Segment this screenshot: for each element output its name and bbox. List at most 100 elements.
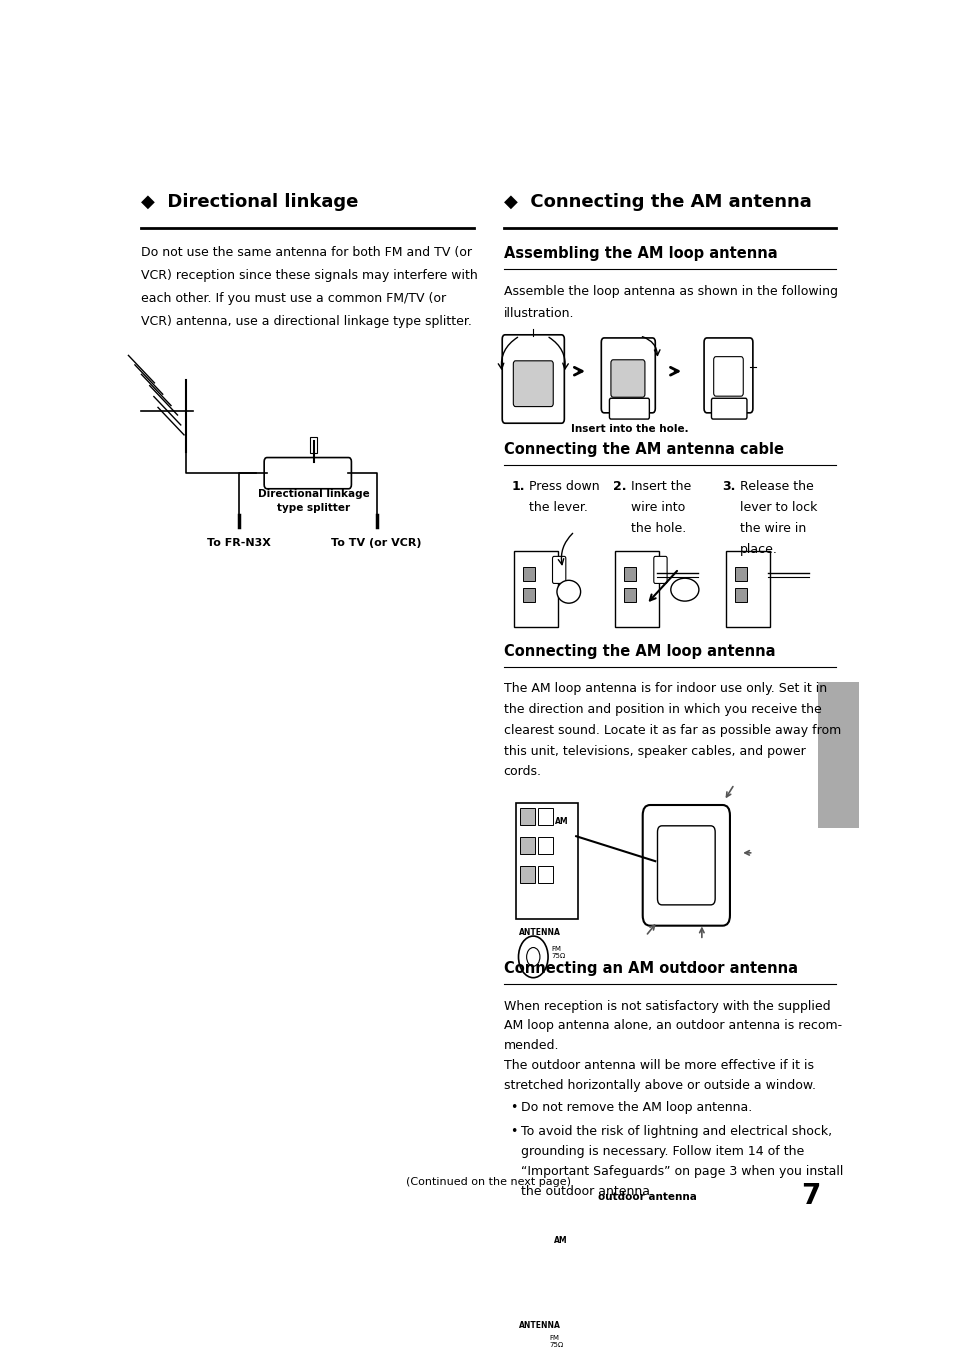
Text: AM: AM [555,817,569,827]
Text: AM: AM [554,1236,567,1244]
Text: Do not use the same antenna for both FM and TV (or: Do not use the same antenna for both FM … [141,246,472,259]
FancyBboxPatch shape [711,399,746,419]
Circle shape [519,1327,546,1351]
FancyBboxPatch shape [310,436,317,454]
Text: To avoid the risk of lightning and electrical shock,: To avoid the risk of lightning and elect… [521,1125,832,1139]
FancyBboxPatch shape [537,866,552,884]
FancyBboxPatch shape [536,1227,549,1242]
FancyBboxPatch shape [623,588,636,603]
FancyBboxPatch shape [264,458,351,489]
FancyBboxPatch shape [817,682,858,828]
Text: When reception is not satisfactory with the supplied: When reception is not satisfactory with … [503,1000,829,1012]
Ellipse shape [557,581,580,603]
FancyBboxPatch shape [703,338,752,413]
FancyBboxPatch shape [610,359,644,397]
Text: grounding is necessary. Follow item 14 of the: grounding is necessary. Follow item 14 o… [521,1146,804,1158]
Text: •: • [509,1125,517,1139]
FancyBboxPatch shape [519,808,535,824]
FancyBboxPatch shape [600,338,655,413]
FancyBboxPatch shape [537,838,552,854]
FancyBboxPatch shape [519,1279,533,1294]
FancyBboxPatch shape [609,399,649,419]
Text: outdoor antenna: outdoor antenna [598,1193,697,1202]
FancyBboxPatch shape [513,361,553,407]
Text: lever to lock: lever to lock [739,501,816,515]
Text: •: • [509,1101,517,1115]
Text: this unit, televisions, speaker cables, and power: this unit, televisions, speaker cables, … [503,744,804,758]
Text: the wire in: the wire in [739,521,805,535]
Circle shape [526,947,539,966]
Text: VCR) reception since these signals may interfere with: VCR) reception since these signals may i… [141,269,477,282]
FancyBboxPatch shape [537,808,552,824]
FancyBboxPatch shape [735,588,746,603]
Text: To FR-N3X: To FR-N3X [207,538,271,547]
Text: Assemble the loop antenna as shown in the following: Assemble the loop antenna as shown in th… [503,285,837,297]
Text: stretched horizontally above or outside a window.: stretched horizontally above or outside … [503,1078,815,1092]
FancyBboxPatch shape [753,1239,793,1300]
Text: 7: 7 [800,1182,820,1209]
FancyBboxPatch shape [519,1254,533,1269]
Text: Connecting the AM loop antenna: Connecting the AM loop antenna [503,644,775,659]
Text: wire into: wire into [630,501,684,515]
FancyBboxPatch shape [642,805,729,925]
Text: 1.: 1. [511,481,524,493]
FancyBboxPatch shape [522,567,535,581]
FancyBboxPatch shape [744,1220,801,1320]
FancyBboxPatch shape [536,1254,549,1269]
Text: FM
75Ω: FM 75Ω [551,946,565,959]
Text: Connecting the AM antenna cable: Connecting the AM antenna cable [503,442,783,457]
Text: Press down: Press down [528,481,598,493]
Text: the hole.: the hole. [630,521,685,535]
Text: the direction and position in which you receive the: the direction and position in which you … [503,703,821,716]
Text: illustration.: illustration. [503,307,574,320]
Text: The AM loop antenna is for indoor use only. Set it in: The AM loop antenna is for indoor use on… [503,682,826,696]
Text: AM loop antenna alone, an outdoor antenna is recom-: AM loop antenna alone, an outdoor antenn… [503,1019,841,1032]
FancyBboxPatch shape [519,866,535,884]
Text: type splitter: type splitter [276,504,350,513]
Circle shape [527,1336,538,1351]
Text: cords.: cords. [503,766,541,778]
FancyBboxPatch shape [522,588,535,603]
FancyBboxPatch shape [515,1247,577,1313]
FancyBboxPatch shape [725,551,769,627]
Text: Directional linkage: Directional linkage [257,489,369,499]
FancyBboxPatch shape [519,838,535,854]
Text: VCR) antenna, use a directional linkage type splitter.: VCR) antenna, use a directional linkage … [141,315,472,328]
FancyBboxPatch shape [519,1227,533,1242]
Text: Insert into the hole.: Insert into the hole. [570,424,687,434]
Text: (Continued on the next page): (Continued on the next page) [406,1178,571,1188]
Text: ANTENNA: ANTENNA [518,928,559,936]
Text: Insert the: Insert the [630,481,690,493]
Text: clearest sound. Locate it as far as possible away from: clearest sound. Locate it as far as poss… [503,724,841,736]
FancyBboxPatch shape [515,802,577,920]
Text: FM
75Ω: FM 75Ω [549,1335,563,1348]
Text: place.: place. [739,543,777,555]
FancyBboxPatch shape [514,551,558,627]
FancyBboxPatch shape [653,557,666,584]
Text: Release the: Release the [739,481,813,493]
FancyBboxPatch shape [501,335,564,423]
Text: each other. If you must use a common FM/TV (or: each other. If you must use a common FM/… [141,292,446,305]
Text: ANTENNA: ANTENNA [518,1321,559,1329]
Text: To TV (or VCR): To TV (or VCR) [331,538,421,547]
FancyBboxPatch shape [623,567,636,581]
Text: Assembling the AM loop antenna: Assembling the AM loop antenna [503,246,777,261]
FancyBboxPatch shape [657,825,715,905]
Text: Connecting an AM outdoor antenna: Connecting an AM outdoor antenna [503,961,797,975]
Text: the lever.: the lever. [528,501,587,515]
FancyBboxPatch shape [713,357,742,396]
Text: ◆  Connecting the AM antenna: ◆ Connecting the AM antenna [503,193,811,211]
Circle shape [517,936,547,978]
Text: The outdoor antenna will be more effective if it is: The outdoor antenna will be more effecti… [503,1059,813,1071]
Text: 3.: 3. [721,481,735,493]
Text: Do not remove the AM loop antenna.: Do not remove the AM loop antenna. [521,1101,752,1115]
Text: “Important Safeguards” on page 3 when you install: “Important Safeguards” on page 3 when yo… [521,1165,843,1178]
FancyBboxPatch shape [536,1279,549,1294]
FancyBboxPatch shape [552,557,565,584]
Ellipse shape [670,578,699,601]
FancyBboxPatch shape [735,567,746,581]
Text: 2.: 2. [613,481,626,493]
Text: ◆  Directional linkage: ◆ Directional linkage [141,193,358,211]
FancyBboxPatch shape [615,551,659,627]
Text: the outdoor antenna.: the outdoor antenna. [521,1185,654,1198]
